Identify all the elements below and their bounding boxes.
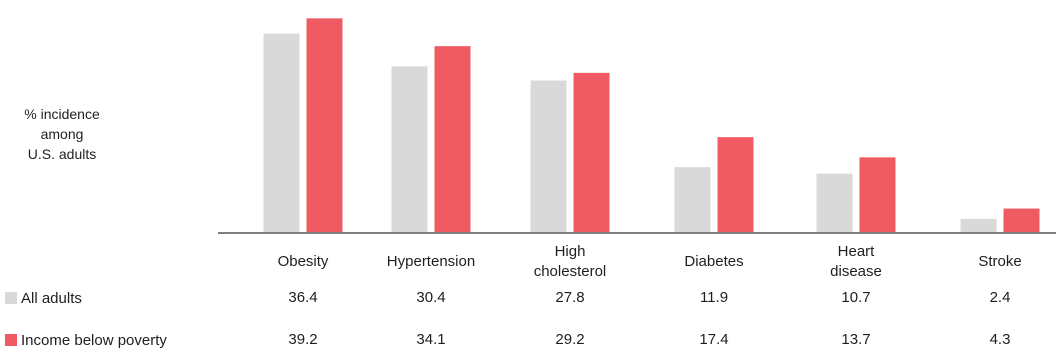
legend-label-all-adults: All adults bbox=[21, 289, 82, 307]
category-label-line: High bbox=[554, 243, 586, 260]
data-label-all-adults: 11.9 bbox=[699, 289, 729, 306]
bar-all-adults bbox=[960, 218, 997, 232]
category-label-line: Diabetes bbox=[684, 253, 744, 270]
legend-label-income-below-poverty: Income below poverty bbox=[21, 331, 167, 349]
y-axis-label-line: % incidence bbox=[24, 106, 100, 122]
category-label: Hypertension bbox=[361, 240, 501, 284]
bar-income-below-poverty bbox=[434, 46, 471, 232]
bar-income-below-poverty bbox=[859, 157, 896, 232]
legend-swatch-income-below-poverty bbox=[5, 334, 17, 346]
category-label-line: cholesterol bbox=[533, 263, 607, 280]
bar-income-below-poverty bbox=[573, 72, 610, 232]
category-label-line: Hypertension bbox=[386, 253, 476, 270]
data-label-all-adults: 36.4 bbox=[288, 289, 318, 306]
category-label: Heart disease bbox=[786, 240, 926, 284]
y-axis-label-line: U.S. adults bbox=[27, 146, 97, 162]
bar-income-below-poverty bbox=[717, 137, 754, 232]
data-label-income-below-poverty: 34.1 bbox=[416, 331, 446, 348]
bar-all-adults bbox=[674, 167, 711, 232]
category-label-line: Stroke bbox=[978, 253, 1022, 270]
data-label-income-below-poverty: 13.7 bbox=[841, 331, 871, 348]
bar-income-below-poverty bbox=[306, 18, 343, 232]
category-label: Stroke bbox=[930, 240, 1056, 284]
category-label-line: Heart bbox=[837, 243, 875, 260]
data-label-income-below-poverty: 4.3 bbox=[989, 331, 1011, 348]
data-label-all-adults: 27.8 bbox=[555, 289, 585, 306]
bar-all-adults bbox=[530, 80, 567, 233]
y-axis-label-line: among bbox=[40, 126, 84, 142]
category-label: Obesity bbox=[233, 240, 373, 284]
category-label-line: Obesity bbox=[277, 253, 329, 270]
category-label: Diabetes bbox=[644, 240, 784, 284]
data-label-income-below-poverty: 29.2 bbox=[555, 331, 585, 348]
category-label: High cholesterol bbox=[500, 240, 640, 284]
bar-income-below-poverty bbox=[1003, 208, 1040, 232]
data-label-all-adults: 2.4 bbox=[989, 289, 1011, 306]
bar-all-adults bbox=[816, 173, 853, 232]
data-label-income-below-poverty: 17.4 bbox=[699, 331, 729, 348]
data-label-all-adults: 10.7 bbox=[841, 289, 871, 306]
y-axis-label: % incidence among U.S. adults bbox=[0, 104, 124, 164]
legend-swatch-all-adults bbox=[5, 292, 17, 304]
legend-row-all-adults: All adults bbox=[5, 288, 82, 308]
data-label-income-below-poverty: 39.2 bbox=[288, 331, 318, 348]
bar-all-adults bbox=[263, 33, 300, 233]
category-label-line: disease bbox=[830, 263, 882, 280]
data-label-all-adults: 30.4 bbox=[416, 289, 446, 306]
bar-all-adults bbox=[391, 66, 428, 232]
legend-row-income-below-poverty: Income below poverty bbox=[5, 330, 167, 350]
